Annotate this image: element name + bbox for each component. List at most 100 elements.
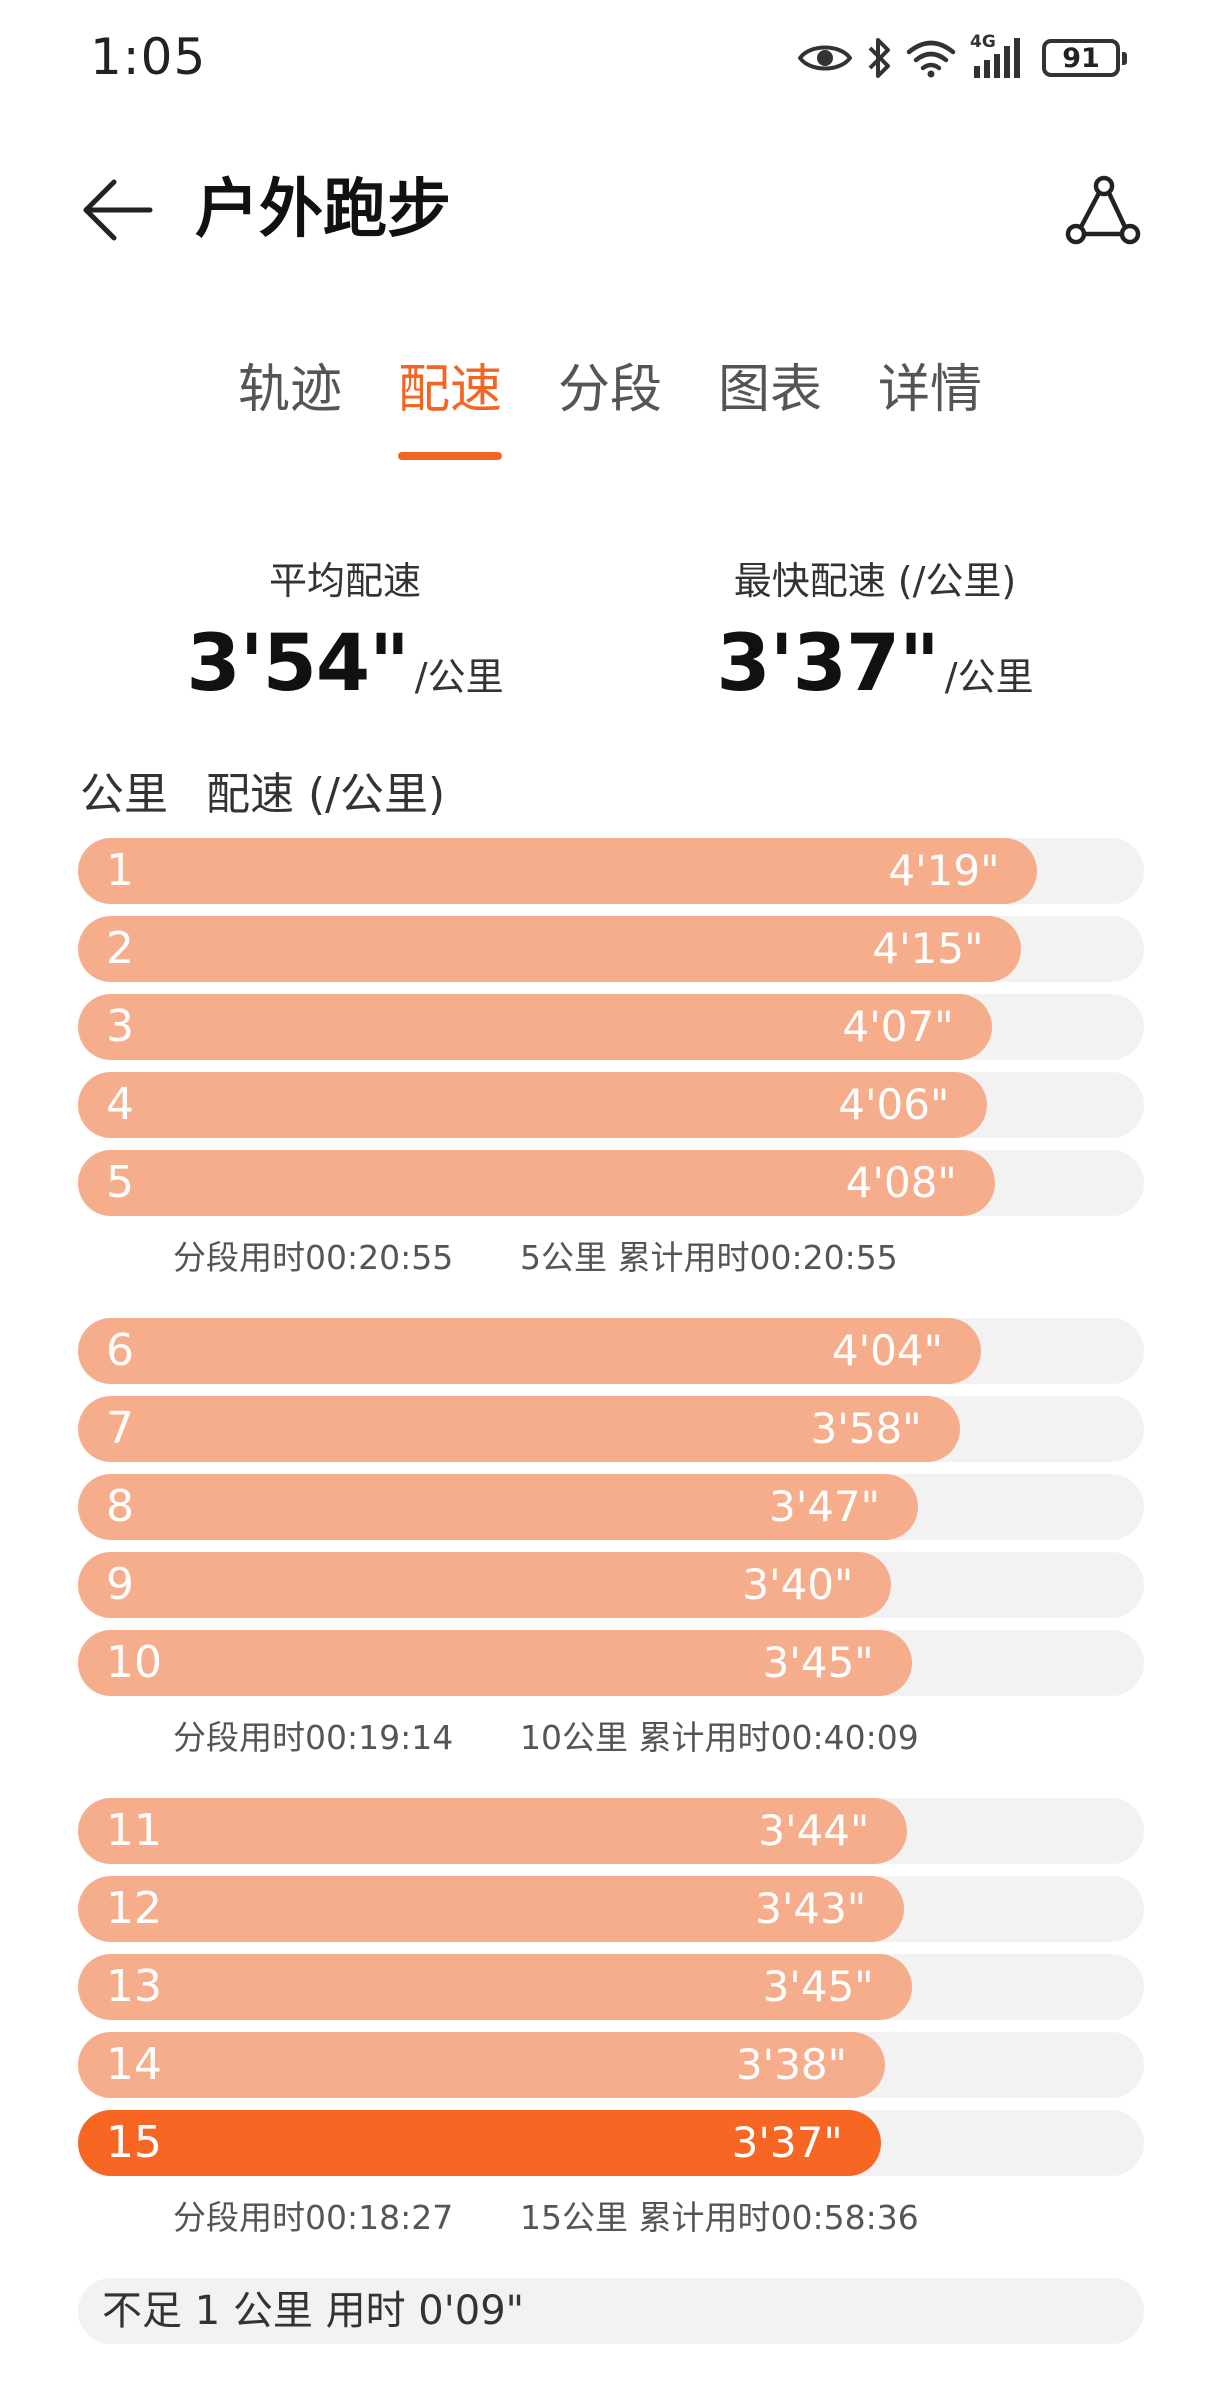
battery-level: 91 — [1062, 42, 1100, 74]
km-column-header: 公里 — [80, 769, 168, 820]
km-row: 11 3'44" — [78, 1798, 1144, 1864]
tab-pace[interactable]: 配速 — [397, 350, 503, 460]
status-bar: 1:05 4G — [0, 0, 1220, 120]
pace-bar: 9 3'40" — [78, 1552, 892, 1618]
km-pace-value: 4'07" — [842, 1002, 954, 1051]
km-number: 6 — [106, 1325, 134, 1376]
km-pace-list: 1 4'19" 2 4'15" 3 4'07" 4 4'06" 5 4'08" 分段用时00:20:… — [78, 838, 1144, 2344]
eye-icon — [798, 40, 852, 76]
network-type-label: 4G — [970, 32, 996, 52]
tab-segments[interactable]: 分段 — [557, 360, 662, 420]
km-number: 10 — [106, 1637, 162, 1688]
km-pace-value: 4'08" — [845, 1158, 957, 1207]
km-pace-value: 4'19" — [888, 846, 1000, 895]
km-number: 15 — [106, 2117, 162, 2168]
km-number: 11 — [106, 1805, 162, 1856]
segment-time: 分段用时00:20:55 — [173, 1238, 454, 1277]
pace-bar: 5 4'08" — [78, 1150, 995, 1216]
km-number: 8 — [106, 1481, 134, 1532]
km-row: 7 3'58" — [78, 1396, 1144, 1462]
fastest-pace-label: 最快配速 (/公里) — [733, 559, 1017, 603]
pace-bar: 15 3'37" — [78, 2110, 881, 2176]
pace-bar: 2 4'15" — [78, 916, 1022, 982]
pace-summary: 平均配速 3'54"/公里 最快配速 (/公里) 3'37"/公里 — [0, 555, 1220, 715]
km-number: 9 — [106, 1559, 134, 1610]
km-row: 5 4'08" — [78, 1150, 1144, 1216]
cumulative-time: 10公里 累计用时00:40:09 — [520, 1718, 919, 1757]
battery-indicator: 91 — [1042, 39, 1127, 77]
km-number: 13 — [106, 1961, 162, 2012]
km-number: 4 — [106, 1079, 134, 1130]
segment-time: 分段用时00:19:14 — [173, 1718, 454, 1757]
pace-bar: 3 4'07" — [78, 994, 992, 1060]
km-number: 2 — [106, 923, 134, 974]
remainder-row: 不足 1 公里 用时 0'09" — [78, 2278, 1144, 2344]
km-number: 1 — [106, 845, 134, 896]
km-row: 6 4'04" — [78, 1318, 1144, 1384]
fastest-pace-value: 3'37" — [716, 619, 939, 709]
km-pace-value: 3'58" — [810, 1404, 922, 1453]
km-pace-value: 3'47" — [768, 1482, 880, 1531]
km-pace-value: 3'38" — [735, 2040, 847, 2089]
tab-bar: 轨迹 配速 分段 图表 详情 — [0, 350, 1220, 460]
segment-summary: 分段用时00:20:55 5公里 累计用时00:20:55 — [78, 1228, 1144, 1300]
segment-summary: 分段用时00:18:27 15公里 累计用时00:58:36 — [78, 2188, 1144, 2260]
tab-details[interactable]: 详情 — [878, 360, 983, 420]
km-pace-value: 3'45" — [762, 1962, 874, 2011]
km-row: 10 3'45" — [78, 1630, 1144, 1696]
status-time: 1:05 — [90, 28, 207, 86]
average-pace-unit: /公里 — [414, 655, 504, 699]
km-number: 5 — [106, 1157, 134, 1208]
pace-bar: 13 3'45" — [78, 1954, 912, 2020]
cumulative-time: 5公里 累计用时00:20:55 — [520, 1238, 898, 1277]
km-row: 9 3'40" — [78, 1552, 1144, 1618]
pace-bar: 4 4'06" — [78, 1072, 988, 1138]
average-pace-value: 3'54" — [186, 619, 409, 709]
back-button[interactable] — [78, 172, 158, 248]
pace-column-header: 配速 (/公里) — [206, 769, 446, 820]
pace-bar: 6 4'04" — [78, 1318, 981, 1384]
km-row: 12 3'43" — [78, 1876, 1144, 1942]
pace-bar: 11 3'44" — [78, 1798, 908, 1864]
status-icons: 4G 91 — [798, 32, 1127, 84]
cumulative-time: 15公里 累计用时00:58:36 — [520, 2198, 919, 2237]
km-pace-value: 3'44" — [758, 1806, 870, 1855]
pace-bar: 1 4'19" — [78, 838, 1038, 904]
km-row: 13 3'45" — [78, 1954, 1144, 2020]
segment-summary: 分段用时00:19:14 10公里 累计用时00:40:09 — [78, 1708, 1144, 1780]
km-number: 14 — [106, 2039, 162, 2090]
pace-bar: 14 3'38" — [78, 2032, 885, 2098]
pace-bar: 12 3'43" — [78, 1876, 905, 1942]
km-number: 7 — [106, 1403, 134, 1454]
header: 户外跑步 — [0, 150, 1220, 270]
km-row: 14 3'38" — [78, 2032, 1144, 2098]
fastest-pace: 最快配速 (/公里) 3'37"/公里 — [645, 555, 1105, 709]
km-row: 4 4'06" — [78, 1072, 1144, 1138]
segment-time: 分段用时00:18:27 — [173, 2198, 454, 2237]
km-pace-value: 3'40" — [742, 1560, 854, 1609]
km-row-fastest: 15 3'37" — [78, 2110, 1144, 2176]
km-pace-value: 3'37" — [731, 2118, 843, 2167]
km-pace-value: 4'06" — [838, 1080, 950, 1129]
km-row: 1 4'19" — [78, 838, 1144, 904]
route-share-button[interactable] — [1062, 172, 1142, 252]
arrow-left-icon — [83, 179, 153, 241]
tab-track[interactable]: 轨迹 — [237, 360, 342, 420]
average-pace: 平均配速 3'54"/公里 — [115, 555, 575, 709]
km-pace-value: 4'04" — [831, 1326, 943, 1375]
pace-bar: 10 3'45" — [78, 1630, 912, 1696]
route-icon — [1065, 175, 1141, 245]
km-number: 3 — [106, 1001, 134, 1052]
fastest-pace-unit: /公里 — [944, 655, 1034, 699]
remainder-text: 不足 1 公里 用时 0'09" — [102, 2288, 525, 2334]
page-title: 户外跑步 — [195, 173, 451, 247]
km-row: 2 4'15" — [78, 916, 1144, 982]
tab-charts[interactable]: 图表 — [718, 360, 823, 420]
km-number: 12 — [106, 1883, 162, 1934]
average-pace-label: 平均配速 — [268, 559, 421, 603]
pace-bar: 8 3'47" — [78, 1474, 918, 1540]
list-header: 公里 配速 (/公里) — [80, 767, 445, 823]
km-row: 8 3'47" — [78, 1474, 1144, 1540]
km-pace-value: 3'43" — [755, 1884, 867, 1933]
km-row: 3 4'07" — [78, 994, 1144, 1060]
